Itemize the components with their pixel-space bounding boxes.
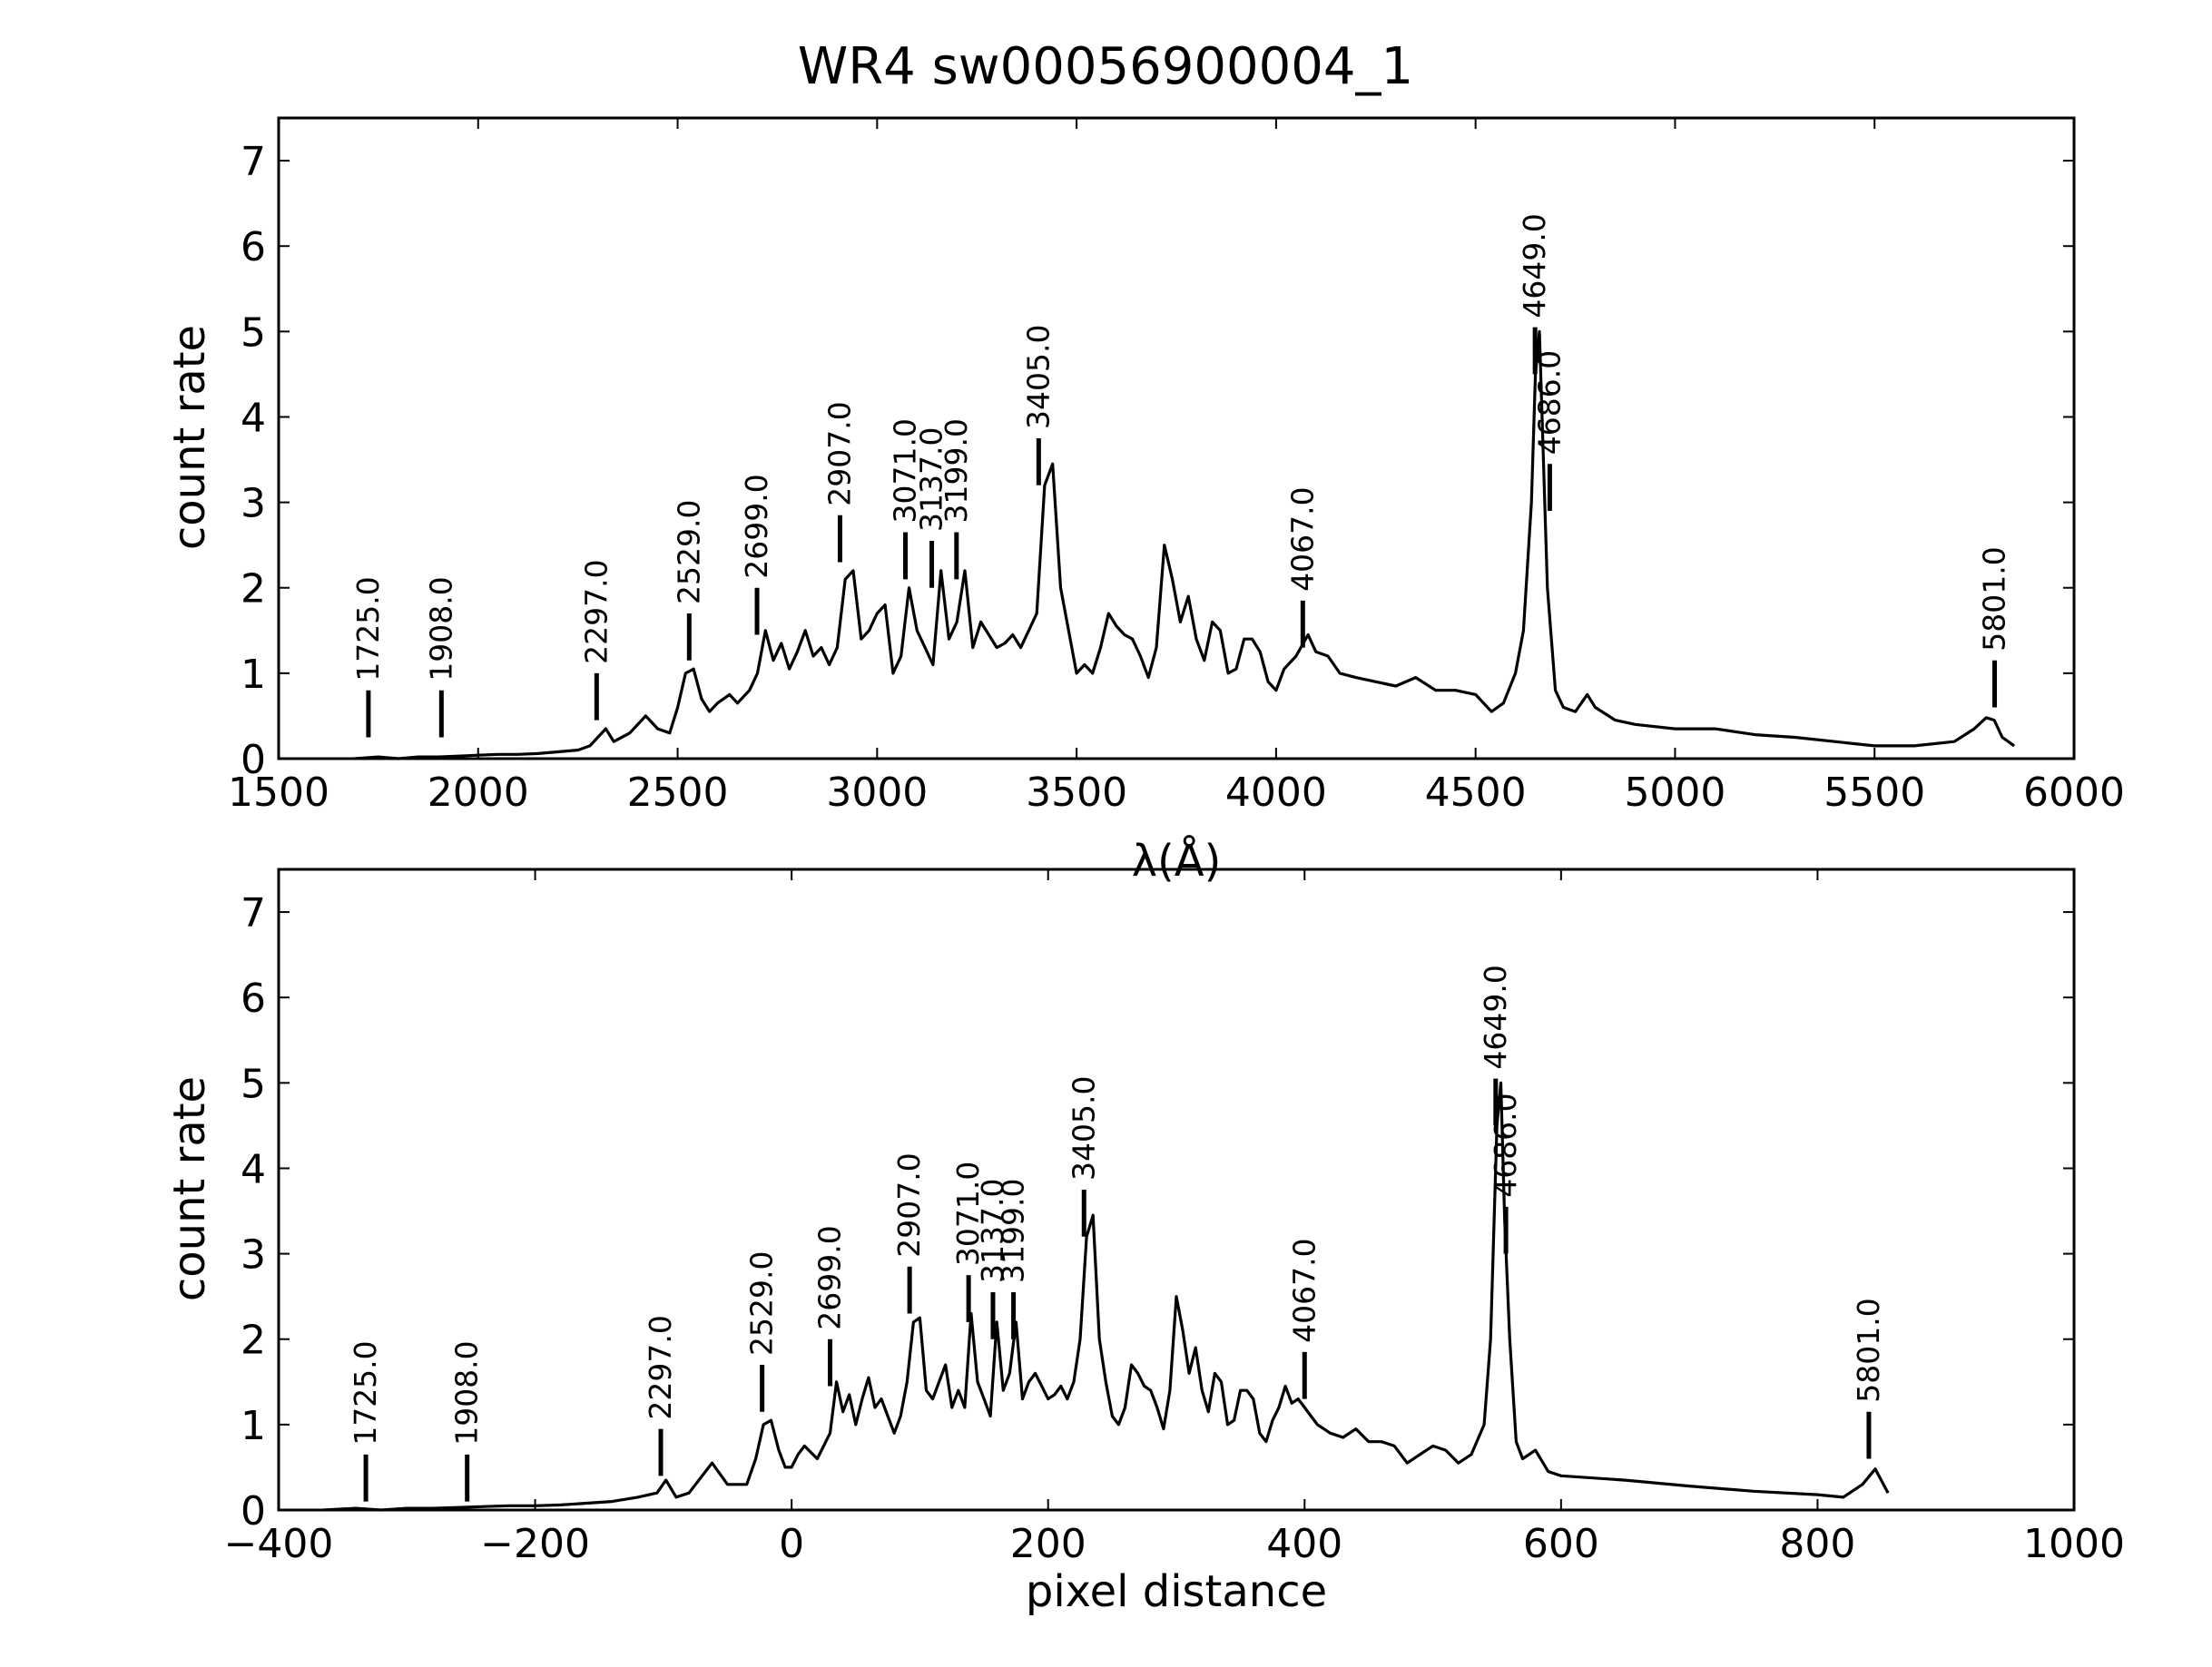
emission-line-label: 2297.0 bbox=[643, 1315, 678, 1419]
emission-line-label: 4649.0 bbox=[1517, 213, 1552, 318]
x-tick-label: 3000 bbox=[826, 770, 928, 816]
emission-line-label: 4686.0 bbox=[1488, 1093, 1523, 1197]
y-tick-label: 1 bbox=[241, 1403, 266, 1449]
spectrum-line bbox=[354, 329, 2016, 760]
emission-line-label: 2529.0 bbox=[671, 500, 706, 604]
x-tick-label: 600 bbox=[1523, 1521, 1599, 1567]
x-tick-label: 800 bbox=[1779, 1521, 1855, 1567]
y-tick-label: 1 bbox=[241, 652, 266, 698]
y-tick-label: 2 bbox=[241, 1318, 266, 1364]
emission-line-label: 2907.0 bbox=[822, 401, 858, 505]
x-tick-label: 3500 bbox=[1026, 770, 1127, 816]
plot-frame bbox=[277, 868, 2076, 1512]
y-axis-label: count rate bbox=[164, 325, 215, 550]
x-tick-label: 2000 bbox=[428, 770, 529, 816]
emission-line-label: 4067.0 bbox=[1284, 486, 1320, 591]
emission-line-label: 3137.0 bbox=[914, 427, 949, 532]
y-tick-label: 6 bbox=[241, 224, 266, 270]
y-tick-label: 7 bbox=[241, 139, 266, 185]
emission-line-label: 3071.0 bbox=[888, 418, 923, 523]
figure-title: WR4 sw00056900004_1 bbox=[798, 37, 1413, 96]
x-tick-label: 1000 bbox=[2023, 1521, 2125, 1567]
emission-line-label: 2699.0 bbox=[812, 1225, 848, 1329]
emission-line-label: 1908.0 bbox=[449, 1340, 485, 1445]
x-tick-label: 200 bbox=[1010, 1521, 1086, 1567]
emission-line-label: 4649.0 bbox=[1478, 965, 1513, 1069]
emission-line-label: 5801.0 bbox=[1851, 1298, 1886, 1402]
emission-line-label: 3199.0 bbox=[996, 1179, 1031, 1283]
y-tick-label: 4 bbox=[241, 395, 266, 441]
emission-line-label: 1725.0 bbox=[348, 1340, 383, 1445]
x-axis-label: λ(Å) bbox=[1132, 835, 1222, 887]
emission-line-label: 4067.0 bbox=[1286, 1238, 1322, 1342]
emission-line-label: 3405.0 bbox=[1066, 1076, 1101, 1181]
x-tick-label: 1500 bbox=[228, 770, 329, 816]
spectrum-line bbox=[323, 1081, 1890, 1512]
x-tick-label: −400 bbox=[224, 1521, 334, 1567]
emission-line-label: 2529.0 bbox=[744, 1251, 780, 1356]
x-tick-label: 4000 bbox=[1225, 770, 1327, 816]
y-tick-label: 3 bbox=[241, 481, 266, 527]
x-tick-label: 0 bbox=[779, 1521, 804, 1567]
wavelength-panel: λ(Å) count rate 1500 2000 2500 3000 3500 4000… bbox=[164, 116, 2125, 887]
emission-line-label: 2297.0 bbox=[578, 559, 614, 663]
y-tick-label: 0 bbox=[241, 737, 266, 783]
emission-line-label: 2699.0 bbox=[739, 474, 774, 578]
y-tick-label: 5 bbox=[241, 1061, 266, 1107]
y-tick-label: 0 bbox=[241, 1488, 266, 1535]
emission-line-label: 5801.0 bbox=[1977, 546, 2012, 651]
plot-frame bbox=[277, 116, 2076, 760]
emission-line-label: 3071.0 bbox=[950, 1162, 986, 1266]
x-tick-label: 2500 bbox=[627, 770, 729, 816]
emission-line-label: 2907.0 bbox=[891, 1152, 927, 1257]
emission-line-label: 3199.0 bbox=[939, 418, 974, 523]
y-tick-label: 7 bbox=[241, 890, 266, 936]
emission-line-label: 3137.0 bbox=[975, 1179, 1010, 1283]
y-axis-label: count rate bbox=[164, 1076, 215, 1301]
x-tick-label: 5500 bbox=[1824, 770, 1925, 816]
y-tick-label: 6 bbox=[241, 976, 266, 1022]
emission-line-label: 1725.0 bbox=[350, 576, 386, 681]
emission-line-label: 3405.0 bbox=[1020, 325, 1056, 429]
x-tick-label: 400 bbox=[1266, 1521, 1342, 1567]
x-tick-label: 4500 bbox=[1425, 770, 1527, 816]
x-axis-label: pixel distance bbox=[1026, 1566, 1327, 1617]
emission-line-label: 1908.0 bbox=[423, 576, 458, 681]
x-tick-label: −200 bbox=[480, 1521, 590, 1567]
emission-line-label: 4686.0 bbox=[1531, 350, 1567, 455]
y-tick-label: 3 bbox=[241, 1232, 266, 1279]
y-tick-label: 4 bbox=[241, 1146, 266, 1192]
x-tick-label: 5000 bbox=[1624, 770, 1725, 816]
y-tick-label: 5 bbox=[241, 309, 266, 356]
y-tick-label: 2 bbox=[241, 566, 266, 613]
pixel-panel: pixel distance count rate −400 −200 0 200 40… bbox=[164, 868, 2125, 1617]
x-tick-label: 6000 bbox=[2023, 770, 2125, 816]
